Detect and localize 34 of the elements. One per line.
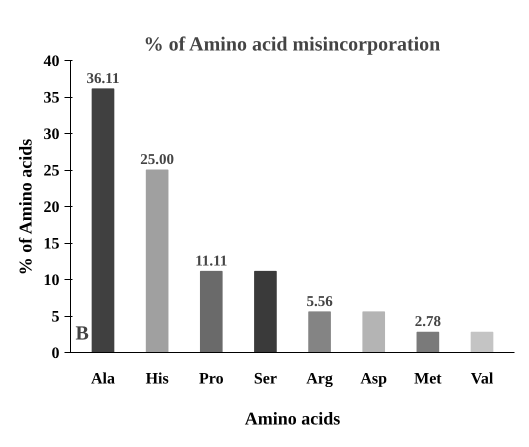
annotation: B bbox=[76, 322, 89, 344]
bar bbox=[470, 332, 494, 352]
bar bbox=[92, 88, 114, 352]
x-axis-title: Amino acids bbox=[244, 408, 340, 428]
x-tick-label: Pro bbox=[198, 370, 224, 388]
x-tick-label: Arg bbox=[306, 370, 333, 388]
y-tick-label: 20 bbox=[44, 199, 60, 216]
x-tick-label: Met bbox=[414, 370, 442, 388]
bar bbox=[254, 270, 277, 352]
y-tick-label: 15 bbox=[44, 236, 60, 252]
y-axis-title: % of Amino acids bbox=[16, 138, 36, 276]
data-label: 11.11 bbox=[195, 253, 228, 270]
data-label: 5.56 bbox=[306, 294, 334, 310]
y-tick-label: 30 bbox=[44, 126, 60, 143]
x-tick-label: Asp bbox=[360, 370, 388, 388]
y-tick-label: 25 bbox=[44, 162, 60, 180]
data-label: 25.00 bbox=[140, 152, 174, 168]
bar bbox=[416, 332, 440, 352]
chart-title: % of Amino acid misincorporation bbox=[144, 34, 440, 56]
x-tick-label: Ser bbox=[254, 370, 277, 388]
x-tick-label: His bbox=[146, 370, 169, 388]
y-tick-label: 40 bbox=[44, 53, 60, 70]
bar bbox=[362, 311, 386, 352]
y-tick-label: 10 bbox=[44, 272, 60, 289]
y-tick-label: 35 bbox=[44, 90, 60, 106]
data-label: 36.11 bbox=[86, 70, 120, 87]
x-tick-label: Val bbox=[470, 370, 494, 388]
y-tick-label: 0 bbox=[52, 345, 60, 362]
y-tick-label: 5 bbox=[52, 308, 60, 326]
x-tick-label: Ala bbox=[90, 370, 115, 388]
bar bbox=[308, 311, 331, 352]
bar bbox=[146, 170, 168, 352]
bar bbox=[200, 270, 223, 352]
data-label: 2.78 bbox=[414, 314, 441, 330]
